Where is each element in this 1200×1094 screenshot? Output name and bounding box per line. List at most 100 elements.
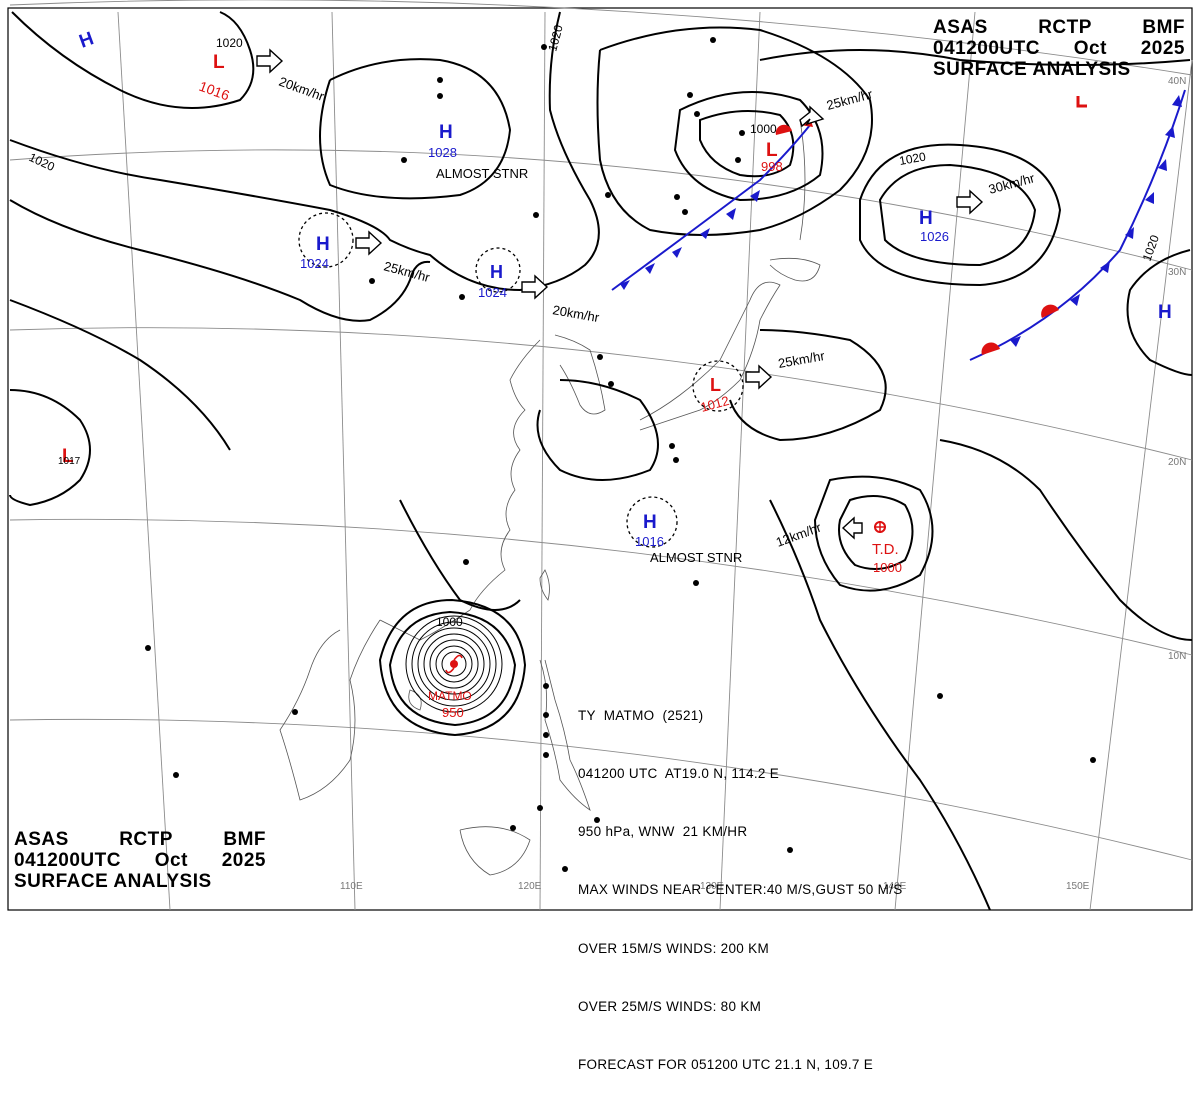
storm-statement-line: 041200 UTC AT19.0 N, 114.2 E — [578, 766, 780, 782]
isobar-label: 1020 — [216, 36, 243, 50]
storm-statement-line: FORECAST FOR 051200 UTC 21.1 N, 109.7 E — [578, 1057, 874, 1073]
graticule — [9, 0, 1193, 911]
isobar-central-japan — [729, 329, 887, 442]
cold-front — [611, 89, 1186, 361]
dashed-circle-h1024-west — [298, 212, 354, 268]
dashed-circle-h1016 — [626, 496, 678, 548]
high-1024-west-value: 1024 — [300, 256, 329, 271]
station-dot — [694, 111, 700, 117]
motion-arrow — [355, 230, 383, 256]
station-dot — [543, 752, 549, 758]
coast-hokkaido — [769, 257, 821, 282]
ty-ring — [423, 633, 485, 695]
station-dot — [669, 443, 675, 449]
ty-ring — [435, 645, 473, 683]
ty-ring — [411, 621, 497, 707]
ty-ring — [417, 627, 491, 701]
station-dot — [682, 209, 688, 215]
front-tri — [1010, 336, 1021, 347]
surface-analysis-map: 110E 120E 130E 140E 150E 40N 30N 20N 10N… — [7, 0, 1193, 911]
warm-front-semicircle — [775, 124, 792, 135]
parallel-0n — [9, 718, 1193, 861]
storm-statement: TY MATMO (2521) 041200 UTC AT19.0 N, 114… — [578, 667, 903, 1094]
header-line1: ASAS RCTP BMF — [14, 829, 266, 850]
weak-centre-circles — [298, 212, 744, 548]
lat-label: 40N — [1168, 76, 1186, 87]
typhoon-pressure: 950 — [442, 705, 464, 720]
lon-label: 130E — [700, 881, 724, 892]
coast-indochina — [279, 619, 381, 801]
isobars — [9, 11, 1193, 911]
cold-front-line-east — [969, 89, 1186, 361]
high-1026-symbol: H — [919, 208, 933, 229]
dashed-circle-l1012 — [692, 360, 744, 412]
high-far-east-symbol: H — [1158, 302, 1172, 323]
lat-label: 20N — [1168, 457, 1186, 468]
station-dot — [605, 192, 611, 198]
isobar-998-inner2 — [673, 91, 824, 202]
isobar-1026-ring — [878, 163, 1037, 267]
storm-statement-line: TY MATMO (2521) — [578, 707, 704, 723]
station-dot — [543, 712, 549, 718]
typhoon-centre-icon — [450, 660, 458, 668]
low-1016-symbol: L — [213, 52, 225, 73]
header-station: RCTP — [1038, 17, 1092, 38]
station-dot — [369, 278, 375, 284]
coast-sakhalin — [799, 119, 806, 241]
high-1028-value: 1028 — [428, 145, 457, 160]
isobar-outer-west — [9, 199, 431, 322]
high-1024-central-symbol: H — [490, 262, 503, 282]
station-dot — [710, 37, 716, 43]
isobar-west-outer — [9, 299, 231, 451]
isobar-1028 — [319, 58, 512, 200]
high-1016-value: 1016 — [635, 534, 664, 549]
low-1016-speed: 20km/hr — [277, 74, 327, 104]
station-dot — [543, 683, 549, 689]
td-symbol — [874, 521, 886, 533]
storm-statement-line: 950 hPa, WNW 21 KM/HR — [578, 824, 748, 840]
isobar-east-south — [939, 439, 1193, 641]
td-centre-cross — [874, 521, 886, 533]
low-mark-icon — [1076, 96, 1087, 108]
parallel-40n — [9, 0, 1193, 76]
front-tri — [1145, 192, 1154, 204]
coast-china — [379, 339, 541, 641]
station-dot — [687, 92, 693, 98]
header-month: Oct — [1073, 38, 1107, 59]
ty-ring — [405, 615, 503, 713]
high-1024-west-symbol: H — [316, 234, 330, 255]
station-dot — [173, 772, 179, 778]
low-1012-symbol: L — [710, 375, 721, 395]
header-line2: 041200UTC Oct 2025 — [14, 850, 266, 871]
station-dot — [145, 645, 151, 651]
storm-statement-line: OVER 25M/S WINDS: 80 KM — [578, 998, 762, 1014]
station-dot — [533, 212, 539, 218]
warm-front-semicircle — [1041, 304, 1059, 318]
typhoon-spiral-icon — [445, 654, 463, 674]
meridian-120e — [539, 11, 546, 911]
coast-borneo — [459, 826, 531, 876]
speed-label: 20km/hr — [551, 302, 601, 325]
header-center: ASAS — [14, 829, 69, 850]
meridian-150e — [1089, 59, 1193, 911]
header-bottom-left: ASAS RCTP BMF 041200UTC Oct 2025 SURFACE… — [14, 829, 266, 892]
isobar-1020-north — [9, 11, 600, 292]
header-time: 041200UTC — [14, 850, 121, 871]
lon-label: 150E — [1066, 881, 1090, 892]
station-dot — [673, 457, 679, 463]
isobar-td-ring1 — [838, 495, 914, 570]
isobar-labels: 1020 1020 1020 1020 1020 1000 1000 — [27, 23, 1162, 629]
header-title: SURFACE ANALYSIS — [933, 59, 1131, 80]
parallel-10n — [9, 518, 1193, 656]
coast-korea — [554, 334, 606, 415]
front-tri — [750, 190, 760, 202]
header-year: 2025 — [1140, 38, 1185, 59]
station-dot — [739, 130, 745, 136]
station-dot — [608, 381, 614, 387]
parallel-20n — [9, 327, 1193, 461]
cold-front-line — [611, 124, 811, 291]
map-frame — [7, 7, 1193, 911]
isobar-west-low-ring — [9, 389, 91, 507]
isobar-998-inner1 — [699, 110, 795, 178]
header-top-right: ASAS RCTP BMF 041200UTC Oct 2025 SURFACE… — [933, 17, 1185, 80]
